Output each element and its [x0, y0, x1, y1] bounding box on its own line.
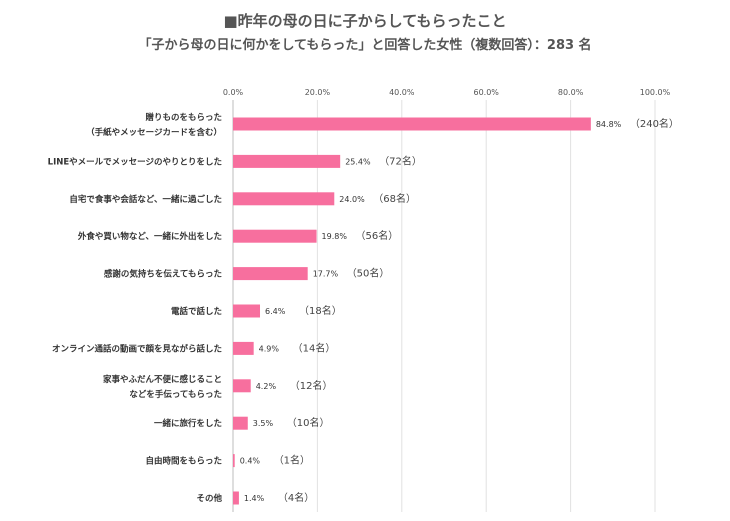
x-tick-label: 100.0% — [640, 88, 671, 97]
bar — [233, 304, 261, 318]
value-label: 19.8% — [322, 232, 348, 241]
category-label: 電話で話した — [171, 306, 222, 317]
bar — [233, 379, 251, 393]
category-label: その他 — [196, 493, 222, 504]
chart-title: ■昨年の母の日に子からしてもらったこと — [223, 12, 507, 30]
category-label: オンライン通話の動画で顔を見ながら話した — [52, 343, 222, 354]
count-label: （18名） — [299, 304, 342, 317]
count-label: （12名） — [290, 379, 333, 392]
count-label: （1名） — [274, 454, 310, 467]
value-label: 24.0% — [339, 195, 365, 204]
category-label: 外食や買い物など、一緒に外出をした — [77, 231, 222, 242]
count-label: （10名） — [287, 416, 330, 429]
category-label: LINEやメールでメッセージのやりとりをした — [48, 156, 222, 167]
value-label: 0.4% — [240, 457, 261, 466]
category-label: 贈りものをもらった — [145, 112, 222, 123]
category-label: などを手伝ってもらった — [129, 389, 222, 400]
category-label: 自宅で食事や会話など、一緒に過ごした — [69, 194, 222, 205]
count-label: （56名） — [356, 229, 399, 242]
count-label: （50名） — [347, 267, 390, 280]
value-label: 84.8% — [596, 120, 622, 129]
category-label: 自由時間をもらった — [145, 456, 222, 467]
bar — [233, 491, 239, 505]
value-label: 3.5% — [253, 419, 274, 428]
bar — [233, 192, 335, 206]
value-label: 25.4% — [345, 157, 371, 166]
x-tick-label: 20.0% — [305, 88, 331, 97]
value-label: 4.9% — [259, 344, 280, 353]
count-label: （68名） — [373, 192, 416, 205]
bar — [233, 117, 591, 131]
x-tick-label: 0.0% — [223, 88, 244, 97]
x-tick-label: 60.0% — [473, 88, 499, 97]
count-label: （72名） — [379, 154, 422, 167]
x-tick-label: 80.0% — [558, 88, 584, 97]
x-tick-label: 40.0% — [389, 88, 415, 97]
value-label: 6.4% — [265, 307, 286, 316]
count-label: （4名） — [278, 491, 314, 504]
category-label: 家事やふだん不便に感じること — [103, 374, 222, 385]
category-label: （手紙やメッセージカードを含む） — [86, 127, 222, 138]
bar — [233, 416, 248, 430]
bar — [233, 267, 308, 281]
bar — [233, 341, 254, 355]
chart-subtitle: 「子から母の日に何かをしてもらった」と回答した女性（複数回答）：283 名 — [138, 38, 592, 53]
count-label: （240名） — [630, 117, 679, 130]
category-label: 一緒に旅行をした — [154, 418, 222, 429]
value-label: 17.7% — [313, 270, 339, 279]
value-label: 1.4% — [244, 494, 265, 503]
bar — [233, 154, 341, 168]
count-label: （14名） — [293, 341, 336, 354]
value-label: 4.2% — [256, 382, 277, 391]
bar — [233, 454, 235, 468]
bar — [233, 229, 317, 243]
category-label: 感謝の気持ちを伝えてもらった — [104, 269, 222, 280]
